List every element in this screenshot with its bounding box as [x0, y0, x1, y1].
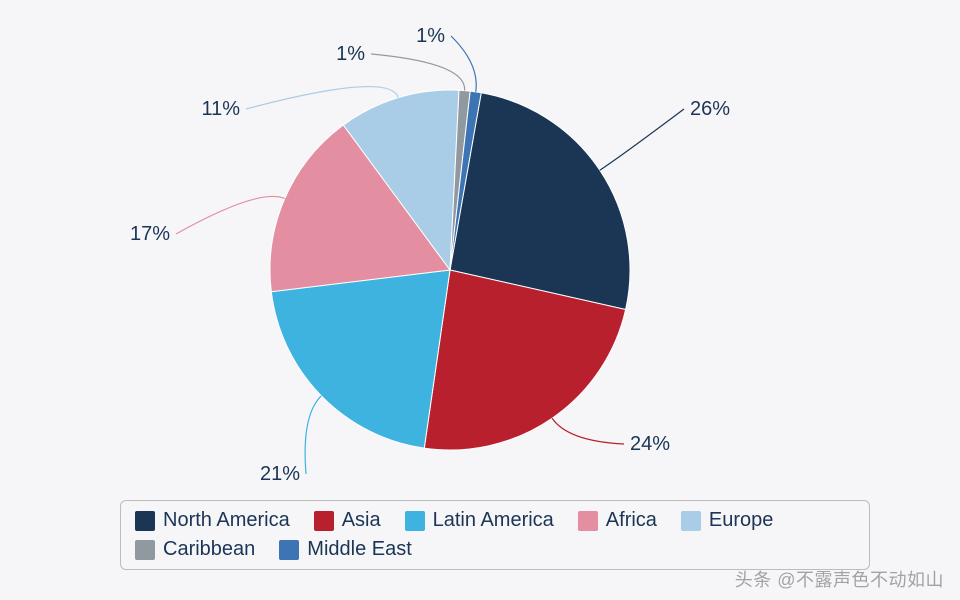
legend-label: Africa	[606, 509, 657, 532]
slice-percent-label: 1%	[416, 25, 445, 47]
slice-percent-label: 26%	[690, 98, 730, 120]
slice-leader	[371, 54, 465, 91]
slice-leader	[305, 396, 321, 474]
slice-percent-label: 1%	[336, 43, 365, 65]
legend-swatch	[314, 511, 334, 531]
slice-percent-label: 24%	[630, 433, 670, 455]
legend-item: North America	[135, 509, 290, 532]
legend-swatch	[681, 511, 701, 531]
slice-leader	[176, 196, 285, 234]
chart-container: 26% 24% 21% 17% 11% 1% 1% North America Asia Lat…	[0, 0, 960, 600]
pie-slice	[271, 270, 450, 448]
legend-label: North America	[163, 509, 290, 532]
slice-percent-label: 11%	[201, 98, 240, 120]
legend-label: Europe	[709, 509, 774, 532]
slice-leader	[246, 87, 398, 109]
slice-leader	[600, 109, 684, 170]
legend-label: Middle East	[307, 538, 412, 561]
legend-item: Asia	[314, 509, 381, 532]
legend-label: Latin America	[433, 509, 554, 532]
slice-percent-label: 17%	[130, 223, 170, 245]
legend: North America Asia Latin America Africa Euro…	[120, 500, 870, 570]
legend-item: Africa	[578, 509, 657, 532]
watermark-text: 头条 @不露声色不动如山	[735, 566, 944, 592]
legend-item: Middle East	[279, 538, 412, 561]
legend-label: Caribbean	[163, 538, 255, 561]
slice-leader	[552, 418, 624, 444]
legend-swatch	[135, 540, 155, 560]
legend-label: Asia	[342, 509, 381, 532]
legend-swatch	[135, 511, 155, 531]
legend-item: Caribbean	[135, 538, 255, 561]
legend-item: Europe	[681, 509, 774, 532]
legend-item: Latin America	[405, 509, 554, 532]
legend-swatch	[578, 511, 598, 531]
legend-swatch	[405, 511, 425, 531]
legend-swatch	[279, 540, 299, 560]
slice-percent-label: 21%	[260, 463, 300, 485]
